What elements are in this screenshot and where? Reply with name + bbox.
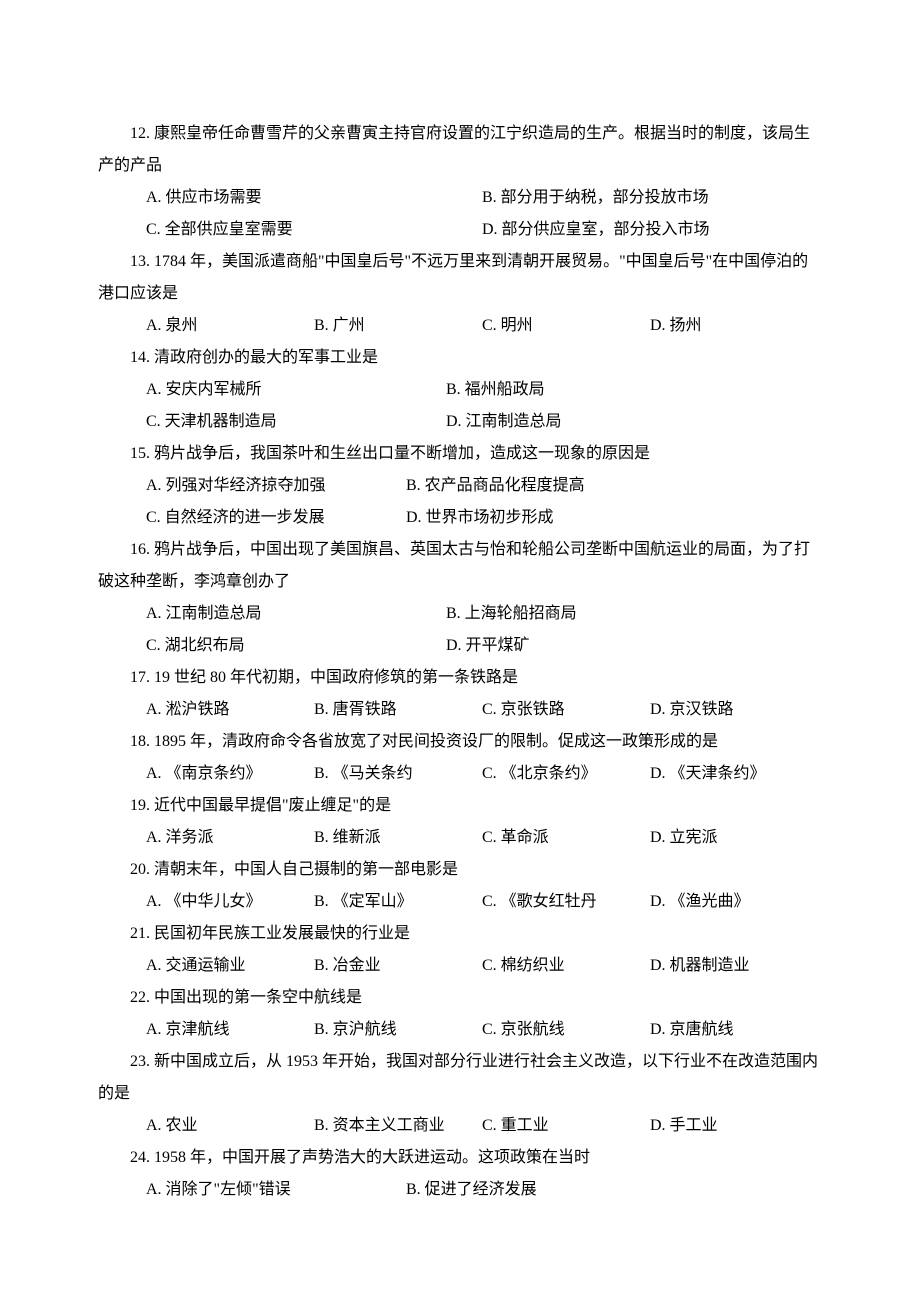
q19-opt-c: C. 革命派	[482, 822, 650, 854]
q12-opt-d: D. 部分供应皇室，部分投入市场	[482, 214, 710, 246]
q18-stem: 18. 1895 年，清政府命令各省放宽了对民间投资设厂的限制。促成这一政策形成…	[98, 726, 822, 758]
q14-opts-row2: C. 天津机器制造局 D. 江南制造总局	[98, 406, 822, 438]
q24-opt-a: A. 消除了"左倾"错误	[146, 1174, 406, 1206]
q20-stem: 20. 清朝末年，中国人自己摄制的第一部电影是	[98, 854, 822, 886]
q23-opts: A. 农业 B. 资本主义工商业 C. 重工业 D. 手工业	[98, 1110, 822, 1142]
q21-opt-b: B. 冶金业	[314, 950, 482, 982]
q23-opt-a: A. 农业	[146, 1110, 314, 1142]
q17-opt-a: A. 淞沪铁路	[146, 694, 314, 726]
q17-opts: A. 淞沪铁路 B. 唐胥铁路 C. 京张铁路 D. 京汉铁路	[98, 694, 822, 726]
q13-opts: A. 泉州 B. 广州 C. 明州 D. 扬州	[98, 310, 822, 342]
q19-opt-a: A. 洋务派	[146, 822, 314, 854]
q12-opt-c: C. 全部供应皇室需要	[146, 214, 482, 246]
q24-opt-b: B. 促进了经济发展	[406, 1174, 537, 1206]
q15-opts-row2: C. 自然经济的进一步发展 D. 世界市场初步形成	[98, 502, 822, 534]
q15-opt-d: D. 世界市场初步形成	[406, 502, 554, 534]
exam-page: 12. 康熙皇帝任命曹雪芹的父亲曹寅主持官府设置的江宁织造局的生产。根据当时的制…	[0, 0, 920, 1302]
q12-stem: 12. 康熙皇帝任命曹雪芹的父亲曹寅主持官府设置的江宁织造局的生产。根据当时的制…	[98, 118, 822, 182]
q13-opt-b: B. 广州	[314, 310, 482, 342]
q13-opt-c: C. 明州	[482, 310, 650, 342]
q18-opts: A. 《南京条约》 B. 《马关条约 C. 《北京条约》 D. 《天津条约》	[98, 758, 822, 790]
q13-opt-d: D. 扬州	[650, 310, 702, 342]
q16-opt-b: B. 上海轮船招商局	[446, 598, 577, 630]
q24-stem: 24. 1958 年，中国开展了声势浩大的大跃进运动。这项政策在当时	[98, 1142, 822, 1174]
q13-stem: 13. 1784 年，美国派遣商船"中国皇后号"不远万里来到清朝开展贸易。"中国…	[98, 246, 822, 310]
q15-opt-a: A. 列强对华经济掠夺加强	[146, 470, 406, 502]
q13-opt-a: A. 泉州	[146, 310, 314, 342]
q15-opt-c: C. 自然经济的进一步发展	[146, 502, 406, 534]
q12-opt-b: B. 部分用于纳税，部分投放市场	[482, 182, 709, 214]
q14-opts-row1: A. 安庆内军械所 B. 福州船政局	[98, 374, 822, 406]
q18-opt-a: A. 《南京条约》	[146, 758, 314, 790]
q23-stem: 23. 新中国成立后，从 1953 年开始，我国对部分行业进行社会主义改造，以下…	[98, 1046, 822, 1110]
q19-opts: A. 洋务派 B. 维新派 C. 革命派 D. 立宪派	[98, 822, 822, 854]
q16-opt-d: D. 开平煤矿	[446, 630, 530, 662]
q16-stem: 16. 鸦片战争后，中国出现了美国旗昌、英国太古与怡和轮船公司垄断中国航运业的局…	[98, 534, 822, 598]
q22-opts: A. 京津航线 B. 京沪航线 C. 京张航线 D. 京唐航线	[98, 1014, 822, 1046]
q16-opt-c: C. 湖北织布局	[146, 630, 446, 662]
q20-opt-b: B. 《定军山》	[314, 886, 482, 918]
q21-opt-a: A. 交通运输业	[146, 950, 314, 982]
q19-opt-b: B. 维新派	[314, 822, 482, 854]
q20-opt-d: D. 《渔光曲》	[650, 886, 750, 918]
q15-opt-b: B. 农产品商品化程度提高	[406, 470, 585, 502]
q21-opt-d: D. 机器制造业	[650, 950, 750, 982]
q21-opt-c: C. 棉纺织业	[482, 950, 650, 982]
q15-stem: 15. 鸦片战争后，我国茶叶和生丝出口量不断增加，造成这一现象的原因是	[98, 438, 822, 470]
q16-opts-row2: C. 湖北织布局 D. 开平煤矿	[98, 630, 822, 662]
q23-opt-c: C. 重工业	[482, 1110, 650, 1142]
q17-opt-d: D. 京汉铁路	[650, 694, 734, 726]
q20-opt-a: A. 《中华儿女》	[146, 886, 314, 918]
q12-opt-a: A. 供应市场需要	[146, 182, 482, 214]
q16-opt-a: A. 江南制造总局	[146, 598, 446, 630]
q23-opt-b: B. 资本主义工商业	[314, 1110, 482, 1142]
q14-opt-c: C. 天津机器制造局	[146, 406, 446, 438]
q24-opts: A. 消除了"左倾"错误 B. 促进了经济发展	[98, 1174, 822, 1206]
q22-opt-b: B. 京沪航线	[314, 1014, 482, 1046]
q17-opt-c: C. 京张铁路	[482, 694, 650, 726]
q22-opt-d: D. 京唐航线	[650, 1014, 734, 1046]
q18-opt-d: D. 《天津条约》	[650, 758, 766, 790]
q17-stem: 17. 19 世纪 80 年代初期，中国政府修筑的第一条铁路是	[98, 662, 822, 694]
q18-opt-b: B. 《马关条约	[314, 758, 482, 790]
q18-opt-c: C. 《北京条约》	[482, 758, 650, 790]
q15-opts-row1: A. 列强对华经济掠夺加强 B. 农产品商品化程度提高	[98, 470, 822, 502]
q19-stem: 19. 近代中国最早提倡"废止缠足"的是	[98, 790, 822, 822]
q12-opts-row2: C. 全部供应皇室需要 D. 部分供应皇室，部分投入市场	[98, 214, 822, 246]
q20-opt-c: C. 《歌女红牡丹	[482, 886, 650, 918]
q17-opt-b: B. 唐胥铁路	[314, 694, 482, 726]
q14-opt-a: A. 安庆内军械所	[146, 374, 446, 406]
q22-stem: 22. 中国出现的第一条空中航线是	[98, 982, 822, 1014]
q12-opts-row1: A. 供应市场需要 B. 部分用于纳税，部分投放市场	[98, 182, 822, 214]
q22-opt-a: A. 京津航线	[146, 1014, 314, 1046]
q23-opt-d: D. 手工业	[650, 1110, 718, 1142]
q19-opt-d: D. 立宪派	[650, 822, 718, 854]
q14-opt-b: B. 福州船政局	[446, 374, 545, 406]
q20-opts: A. 《中华儿女》 B. 《定军山》 C. 《歌女红牡丹 D. 《渔光曲》	[98, 886, 822, 918]
q14-opt-d: D. 江南制造总局	[446, 406, 562, 438]
q16-opts-row1: A. 江南制造总局 B. 上海轮船招商局	[98, 598, 822, 630]
q21-opts: A. 交通运输业 B. 冶金业 C. 棉纺织业 D. 机器制造业	[98, 950, 822, 982]
q22-opt-c: C. 京张航线	[482, 1014, 650, 1046]
q21-stem: 21. 民国初年民族工业发展最快的行业是	[98, 918, 822, 950]
q14-stem: 14. 清政府创办的最大的军事工业是	[98, 342, 822, 374]
